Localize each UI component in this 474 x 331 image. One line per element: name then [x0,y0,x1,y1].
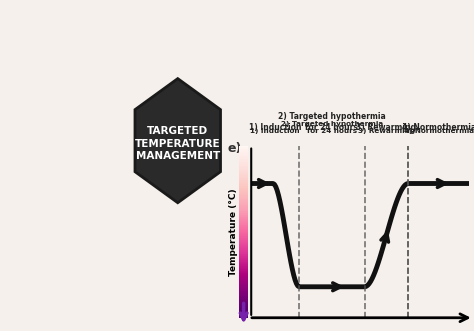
Text: 2) Targeted hypothermia
for 24 hours: 2) Targeted hypothermia for 24 hours [278,113,386,132]
Text: TEMPERATURE: TEMPERATURE [135,139,220,149]
Text: 3) Rewarming: 3) Rewarming [356,123,416,132]
Text: e): e) [228,142,242,155]
Text: 4) Normothermia: 4) Normothermia [401,123,474,132]
Text: TARGETED: TARGETED [147,126,208,136]
Text: 3) Rewarming: 3) Rewarming [358,127,415,134]
Text: 1) Induction: 1) Induction [249,123,301,132]
Text: Temperature (°C): Temperature (°C) [229,188,238,275]
Text: MANAGEMENT: MANAGEMENT [136,151,220,161]
Text: 4) Normothermia: 4) Normothermia [404,127,474,134]
Text: 1) Induction: 1) Induction [250,127,300,134]
Text: 2) Targeted hypothermia
for 24 hours: 2) Targeted hypothermia for 24 hours [281,120,383,134]
